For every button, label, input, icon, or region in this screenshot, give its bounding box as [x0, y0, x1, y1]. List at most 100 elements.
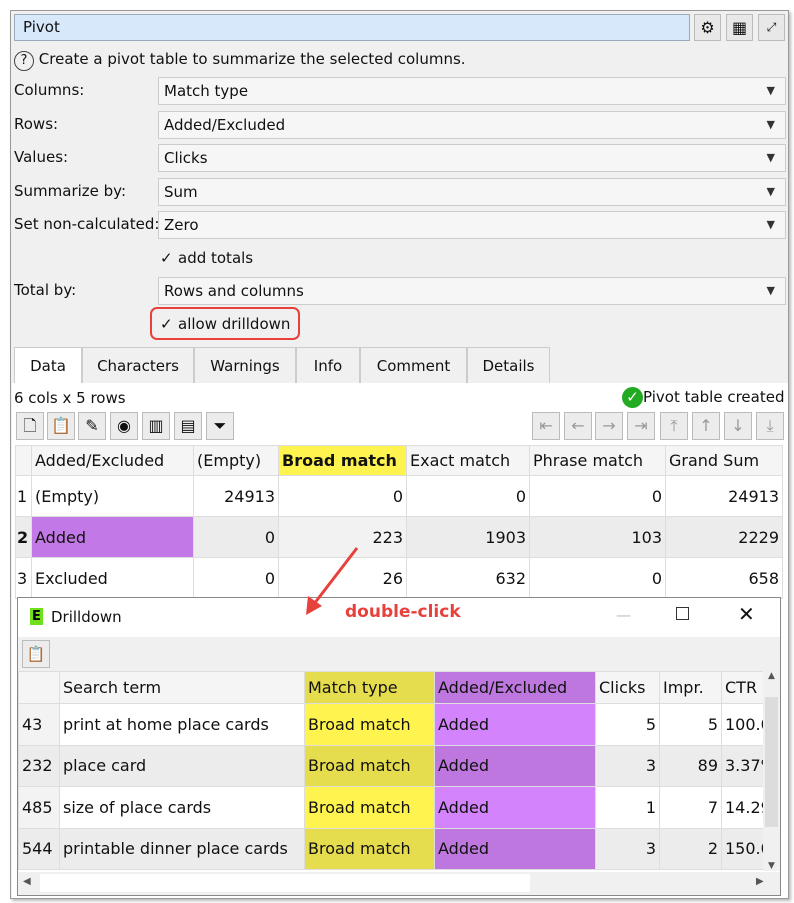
column-header[interactable]: Search term — [59, 671, 305, 704]
export-clipboard-icon[interactable]: 📋 — [47, 412, 75, 440]
cell[interactable]: 14.29 — [721, 786, 764, 829]
table-row-selected[interactable]: 2 Added 0 223 1903 103 2229 — [15, 516, 783, 558]
cell[interactable]: 658 — [665, 557, 783, 599]
tab-warnings[interactable]: Warnings — [194, 347, 296, 383]
add-totals-checkbox[interactable]: ✓ add totals — [160, 247, 253, 269]
horizontal-scrollbar[interactable]: ◀ ▶ — [18, 872, 780, 895]
filter-icon[interactable]: ⏷ — [206, 412, 234, 440]
tab-data[interactable]: Data — [14, 347, 82, 383]
cell[interactable]: printable dinner place cards — [59, 827, 305, 870]
rows-dropdown[interactable]: Added/Excluded ▼ — [158, 111, 786, 139]
cell[interactable]: place card — [59, 744, 305, 787]
cell-selected[interactable]: 223 — [278, 516, 407, 558]
left-arrow-icon[interactable]: ← — [564, 412, 592, 440]
columns-dropdown[interactable]: Match type ▼ — [158, 77, 786, 105]
minimize-icon[interactable]: — — [616, 606, 631, 624]
cell[interactable]: 89 — [659, 744, 722, 787]
cell[interactable]: 24913 — [665, 475, 783, 517]
cell[interactable]: 24913 — [193, 475, 279, 517]
last-row-icon[interactable]: ⤓ — [756, 412, 784, 440]
column-header[interactable]: CTR — [721, 671, 764, 704]
column-header[interactable]: Impr. — [659, 671, 722, 704]
down-arrow-icon[interactable]: ↓ — [724, 412, 752, 440]
close-icon[interactable]: ✕ — [738, 602, 755, 626]
values-dropdown[interactable]: Clicks ▼ — [158, 144, 786, 172]
column-header[interactable]: Added/Excluded — [434, 671, 596, 704]
cell[interactable]: Broad match — [304, 744, 435, 787]
eye-icon[interactable]: ◉ — [110, 412, 138, 440]
drilldown-window: E Drilldown — ✕ 📋 Search term Match type… — [17, 597, 781, 896]
tab-info[interactable]: Info — [296, 347, 360, 383]
edit-pencil-icon[interactable]: ✎ — [78, 412, 106, 440]
help-icon[interactable]: ? — [14, 51, 34, 71]
cell[interactable]: 0 — [529, 475, 666, 517]
vertical-scrollbar[interactable]: ▲ ▼ — [763, 671, 780, 871]
first-column-icon[interactable]: ⇤ — [532, 412, 560, 440]
summarize-dropdown[interactable]: Sum ▼ — [158, 178, 786, 206]
cell[interactable]: print at home place cards — [59, 703, 305, 746]
column-header[interactable]: Phrase match — [529, 445, 666, 476]
cell[interactable]: 3 — [595, 744, 660, 787]
cell[interactable]: 3.37% — [721, 744, 764, 787]
cell[interactable]: Added — [434, 786, 596, 829]
table-row[interactable]: 1 (Empty) 24913 0 0 0 24913 — [15, 475, 783, 517]
cell[interactable]: 0 — [529, 557, 666, 599]
row-number: 232 — [18, 744, 60, 787]
cell[interactable]: 5 — [659, 703, 722, 746]
first-row-icon[interactable]: ⤒ — [660, 412, 688, 440]
status: ✓ Pivot table created — [622, 387, 784, 408]
up-arrow-icon[interactable]: ↑ — [692, 412, 720, 440]
fullscreen-icon[interactable]: ⤢ — [758, 14, 785, 41]
cell[interactable]: 150.0 — [721, 827, 764, 870]
check-circle-icon: ✓ — [622, 387, 643, 408]
table-row[interactable]: 3 Excluded 0 26 632 0 658 — [15, 557, 783, 599]
table-row[interactable]: 544 printable dinner place cards Broad mat… — [18, 827, 764, 870]
cell[interactable]: Added — [434, 703, 596, 746]
allow-drilldown-checkbox[interactable]: ✓ allow drilldown — [160, 313, 290, 335]
allow-drilldown-label: allow drilldown — [178, 315, 291, 333]
corner — [18, 671, 60, 704]
non-calculated-dropdown[interactable]: Zero ▼ — [158, 211, 786, 239]
settings-gears-icon[interactable]: ⚙ — [694, 14, 721, 41]
panel-title: Pivot — [14, 14, 690, 41]
table-row[interactable]: 43 print at home place cards Broad match Ad… — [18, 703, 764, 746]
scroll-thumb[interactable] — [40, 874, 530, 892]
column-header[interactable]: Match type — [304, 671, 435, 704]
cell[interactable]: Broad match — [304, 827, 435, 870]
column-header[interactable]: Exact match — [406, 445, 530, 476]
non-calculated-label: Set non-calculated: — [14, 215, 160, 233]
cell-highlighted[interactable]: Added — [31, 516, 194, 558]
maximize-icon[interactable] — [676, 607, 689, 620]
cell[interactable]: Added — [434, 827, 596, 870]
tab-comment[interactable]: Comment — [360, 347, 467, 383]
cell[interactable]: 2 — [659, 827, 722, 870]
cell[interactable]: 0 — [193, 516, 279, 558]
cell[interactable]: 632 — [406, 557, 530, 599]
total-by-dropdown[interactable]: Rows and columns ▼ — [158, 277, 786, 305]
scroll-thumb[interactable] — [765, 697, 778, 827]
cell[interactable]: Excluded — [31, 557, 194, 599]
table-icon[interactable]: ▦ — [726, 14, 753, 41]
column-header[interactable]: Clicks — [595, 671, 660, 704]
column-header[interactable]: Grand Sum — [665, 445, 783, 476]
cell[interactable]: 1 — [595, 786, 660, 829]
columns-icon[interactable]: ▥ — [142, 412, 170, 440]
column-header-highlighted[interactable]: Broad match — [278, 445, 407, 476]
cell[interactable]: Added — [434, 744, 596, 787]
cell[interactable]: 3 — [595, 827, 660, 870]
rows-icon[interactable]: ▤ — [174, 412, 202, 440]
cell[interactable]: Broad match — [304, 703, 435, 746]
last-column-icon[interactable]: ⇥ — [627, 412, 655, 440]
cell[interactable]: Broad match — [304, 786, 435, 829]
column-header[interactable]: (Empty) — [193, 445, 279, 476]
tab-details[interactable]: Details — [467, 347, 550, 383]
cell[interactable]: 2229 — [665, 516, 783, 558]
rows-value: Added/Excluded — [164, 116, 286, 134]
cell[interactable]: 0 — [406, 475, 530, 517]
export-clipboard-icon[interactable]: 📋 — [22, 640, 50, 668]
right-arrow-icon[interactable]: → — [595, 412, 623, 440]
tab-characters[interactable]: Characters — [82, 347, 194, 383]
export-file-icon[interactable]: 🗋 — [16, 412, 44, 440]
